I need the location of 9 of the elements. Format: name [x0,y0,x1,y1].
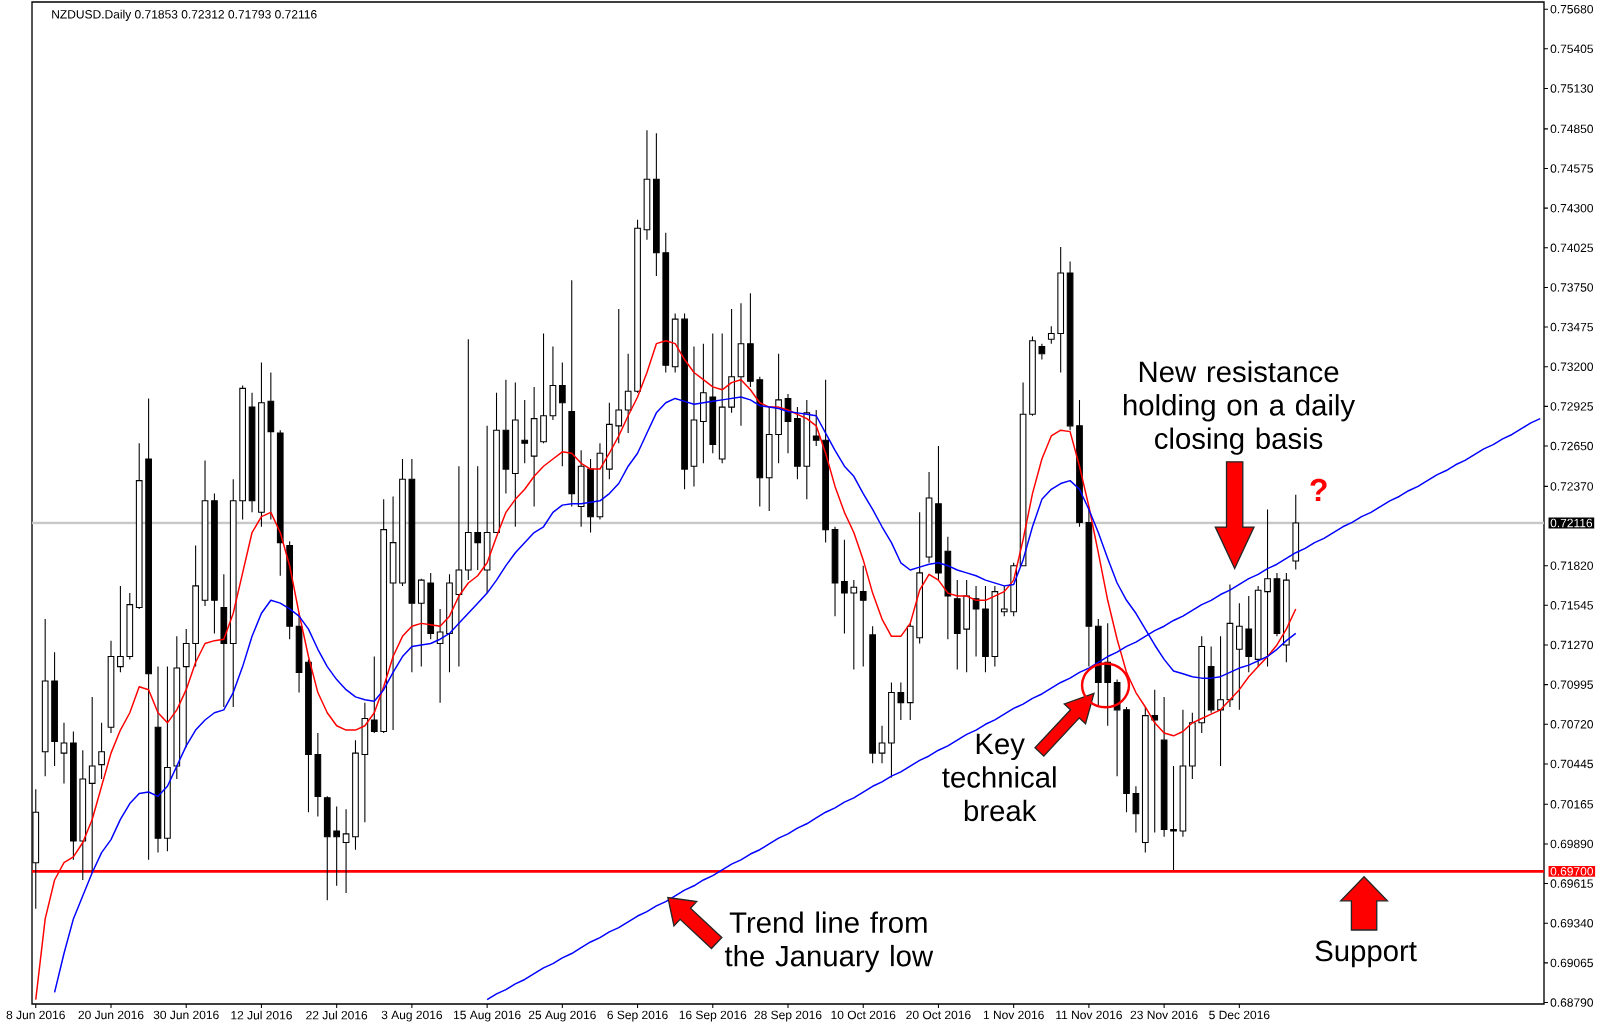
annotation: New resistance holding on a daily closing basis [1124,360,1356,455]
candlestick [98,722,105,780]
candlestick [1292,494,1300,571]
annotation: ? [1310,478,1327,502]
annotation: Key technical break [942,733,1056,822]
annotation: Trend line from the January low [724,911,934,973]
candlestick [276,429,284,577]
candlestick [173,635,181,780]
annotation: Support [1315,940,1417,968]
